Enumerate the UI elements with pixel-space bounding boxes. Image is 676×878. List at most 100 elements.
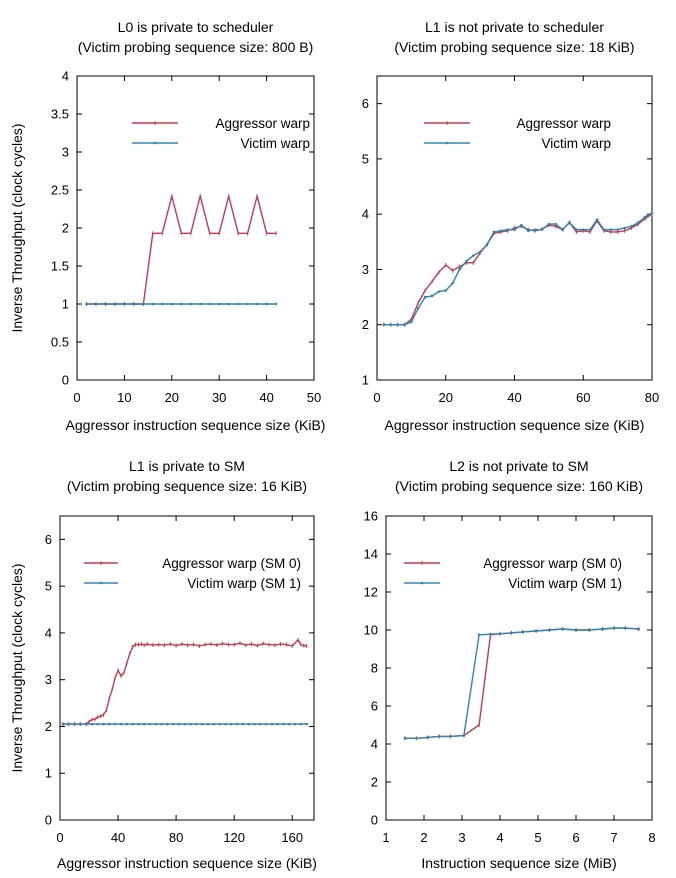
x-tick-label: 10 [117,390,131,405]
chart-title: L0 is private to scheduler [118,19,274,35]
data-point [276,722,280,726]
plot-frame [59,515,315,821]
series-line [405,627,639,739]
data-point [166,722,169,726]
data-point [208,302,212,306]
chart-subtitle: (Victim probing sequence size: 16 KiB) [67,478,307,494]
data-point [389,323,393,327]
chart-title: L1 is not private to scheduler [425,19,604,35]
data-point [113,302,117,306]
x-tick-label: 80 [169,830,183,845]
data-point [547,222,551,226]
data-point [132,302,136,306]
y-tick-label: 0 [45,813,52,828]
data-point [510,631,513,635]
data-point [113,722,117,726]
y-tick-label: 3 [62,145,69,160]
data-point [630,225,633,228]
data-point [142,722,146,726]
data-point [430,294,434,298]
data-point [94,302,98,306]
chart-subtitle: (Victim probing sequence size: 800 B) [78,39,314,55]
data-point [416,306,420,310]
data-point [602,228,606,231]
x-tick-label: 1 [382,830,389,845]
data-point [305,722,309,726]
data-point [548,628,551,632]
chart-panel-2: L1 is not private to scheduler (Victim pr… [362,19,659,433]
legend: Aggressor warp (SM 0) Victim warp (SM 1) [404,556,622,591]
data-point [554,222,558,226]
legend-entry: Victim warp (SM 1) [187,576,301,591]
data-point [264,722,268,726]
data-point [581,228,585,231]
data-point [498,632,502,636]
chart-title: L2 is not private to SM [449,458,588,474]
y-tick-label: 0.5 [51,335,69,350]
chart-subtitle: (Victim probing sequence size: 160 KiB) [395,478,643,494]
data-point [108,722,111,726]
data-point [643,215,647,219]
data-point [489,632,492,636]
data-point [588,228,592,231]
series-aggressor [62,637,308,727]
legend-marker [420,581,424,585]
x-tick-label: 6 [572,830,579,845]
series-victim [382,211,654,327]
data-point [477,633,481,637]
data-point [612,626,616,630]
y-tick-label: 3 [362,262,369,277]
y-tick-label: 1 [62,297,69,312]
chart-panel-1: L0 is private to scheduler (Victim probin… [9,19,325,433]
y-tick-label: 12 [364,585,378,600]
x-tick-label: 80 [645,390,659,405]
y-tick-label: 1.5 [51,259,69,274]
y-tick-label: 6 [371,699,378,714]
data-point [61,722,65,726]
series-victim [85,302,278,306]
data-point [148,722,152,726]
data-point [506,228,509,231]
chart-panel-4: L2 is not private to SM (Victim probing s… [364,458,656,871]
data-point [189,302,193,306]
data-point [520,223,523,227]
data-point [227,302,230,306]
y-tick-label: 2 [371,775,378,790]
data-point [478,250,482,254]
data-point [161,302,164,306]
data-point [79,722,82,726]
x-tick-label: 40 [111,830,125,845]
data-point [624,626,627,630]
data-point [462,734,466,737]
data-point [533,228,537,231]
data-point [217,302,221,306]
data-point [218,722,221,726]
y-tick-label: 3 [45,672,52,687]
x-tick-label: 30 [212,390,226,405]
data-point [534,629,538,633]
data-point [561,228,564,231]
data-point [255,302,259,306]
data-point [449,735,452,738]
data-point [444,289,448,292]
data-point [253,722,256,726]
data-point [258,722,262,726]
chart-panel-3: L1 is private to SM (Victim probing seque… [9,458,317,871]
data-point [212,722,216,726]
x-tick-label: 0 [56,830,63,845]
data-point [637,627,640,631]
x-tick-label: 20 [439,390,453,405]
data-point [513,228,516,231]
data-point [131,722,134,726]
data-point [224,722,227,726]
legend-entry: Victim warp (SM 1) [508,576,622,591]
data-point [575,228,578,231]
x-axis-label: Aggressor instruction sequence size (KiB… [385,417,645,433]
data-point [179,302,183,306]
x-tick-label: 20 [165,390,179,405]
legend-entry: Aggressor warp (SM 0) [483,556,622,571]
data-point [293,722,297,726]
legend-marker [99,581,103,585]
data-point [125,722,129,726]
data-point [96,722,100,726]
